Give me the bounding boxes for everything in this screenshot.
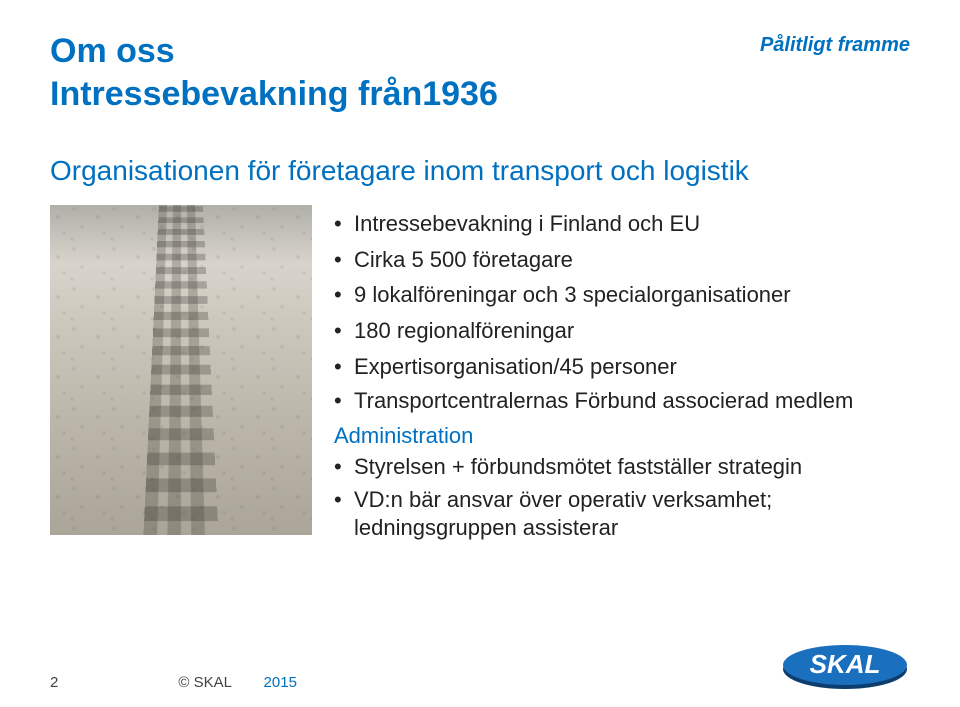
bullet-column: Intressebevakning i Finland och EU Cirka… xyxy=(334,205,910,547)
admin-label: Administration xyxy=(334,423,910,449)
copyright: © SKAL xyxy=(178,674,231,691)
list-item: Intressebevakning i Finland och EU xyxy=(334,209,910,239)
tire-track-icon xyxy=(139,205,222,535)
year: 2015 xyxy=(264,674,297,691)
title-block: Om oss Intressebevakning från1936 xyxy=(50,30,498,115)
list-item: Expertisorganisation/45 personer xyxy=(334,352,910,382)
tire-track-photo xyxy=(50,205,312,535)
subtitle: Organisationen för företagare inom trans… xyxy=(50,155,910,187)
list-item: Cirka 5 500 företagare xyxy=(334,245,910,275)
admin-list: Styrelsen + förbundsmötet fastställer st… xyxy=(334,453,910,542)
footer-center: © SKAL 2015 xyxy=(178,674,297,691)
logo-text: SKAL xyxy=(810,649,881,679)
header-row: Om oss Intressebevakning från1936 Pålitl… xyxy=(50,30,910,115)
title-line-1: Om oss xyxy=(50,30,498,73)
list-item: Styrelsen + förbundsmötet fastställer st… xyxy=(334,453,910,481)
title-line-2: Intressebevakning från1936 xyxy=(50,73,498,116)
tagline: Pålitligt framme xyxy=(760,34,910,57)
footer: 2 © SKAL 2015 SKAL xyxy=(50,639,910,691)
list-item: 9 lokalföreningar och 3 specialorganisat… xyxy=(334,280,910,310)
list-item: VD:n bär ansvar över operativ verksamhet… xyxy=(334,486,910,541)
logo-icon: SKAL xyxy=(780,639,910,691)
list-item: 180 regionalföreningar xyxy=(334,316,910,346)
skal-logo: SKAL xyxy=(780,639,910,691)
content-area: Intressebevakning i Finland och EU Cirka… xyxy=(50,205,910,547)
list-item: Transportcentralernas Förbund associerad… xyxy=(334,387,910,415)
slide: Om oss Intressebevakning från1936 Pålitl… xyxy=(0,0,960,707)
footer-left: 2 © SKAL 2015 xyxy=(50,674,297,691)
bullet-list: Intressebevakning i Finland och EU Cirka… xyxy=(334,209,910,415)
page-number: 2 xyxy=(50,674,58,691)
